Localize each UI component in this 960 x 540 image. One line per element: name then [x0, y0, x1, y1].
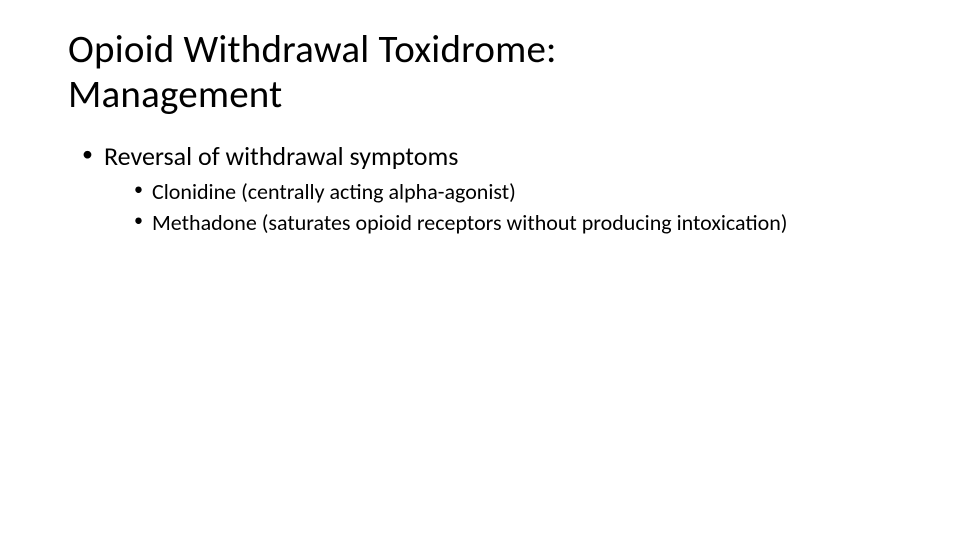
bullet-list-level1: Reversal of withdrawal symptoms Clonidin…	[82, 140, 900, 238]
list-item: Methadone (saturates opioid receptors wi…	[134, 209, 900, 238]
slide-title: Opioid Withdrawal Toxidrome: Management	[68, 28, 588, 118]
bullet-text: Methadone (saturates opioid receptors wi…	[152, 209, 787, 236]
bullet-list-level2: Clonidine (centrally acting alpha-agonis…	[134, 178, 900, 237]
slide-container: Opioid Withdrawal Toxidrome: Management …	[0, 0, 960, 540]
list-item: Clonidine (centrally acting alpha-agonis…	[134, 178, 900, 207]
bullet-text: Reversal of withdrawal symptoms	[104, 140, 458, 172]
bullet-text: Clonidine (centrally acting alpha-agonis…	[152, 178, 516, 205]
list-item: Reversal of withdrawal symptoms Clonidin…	[82, 140, 900, 238]
